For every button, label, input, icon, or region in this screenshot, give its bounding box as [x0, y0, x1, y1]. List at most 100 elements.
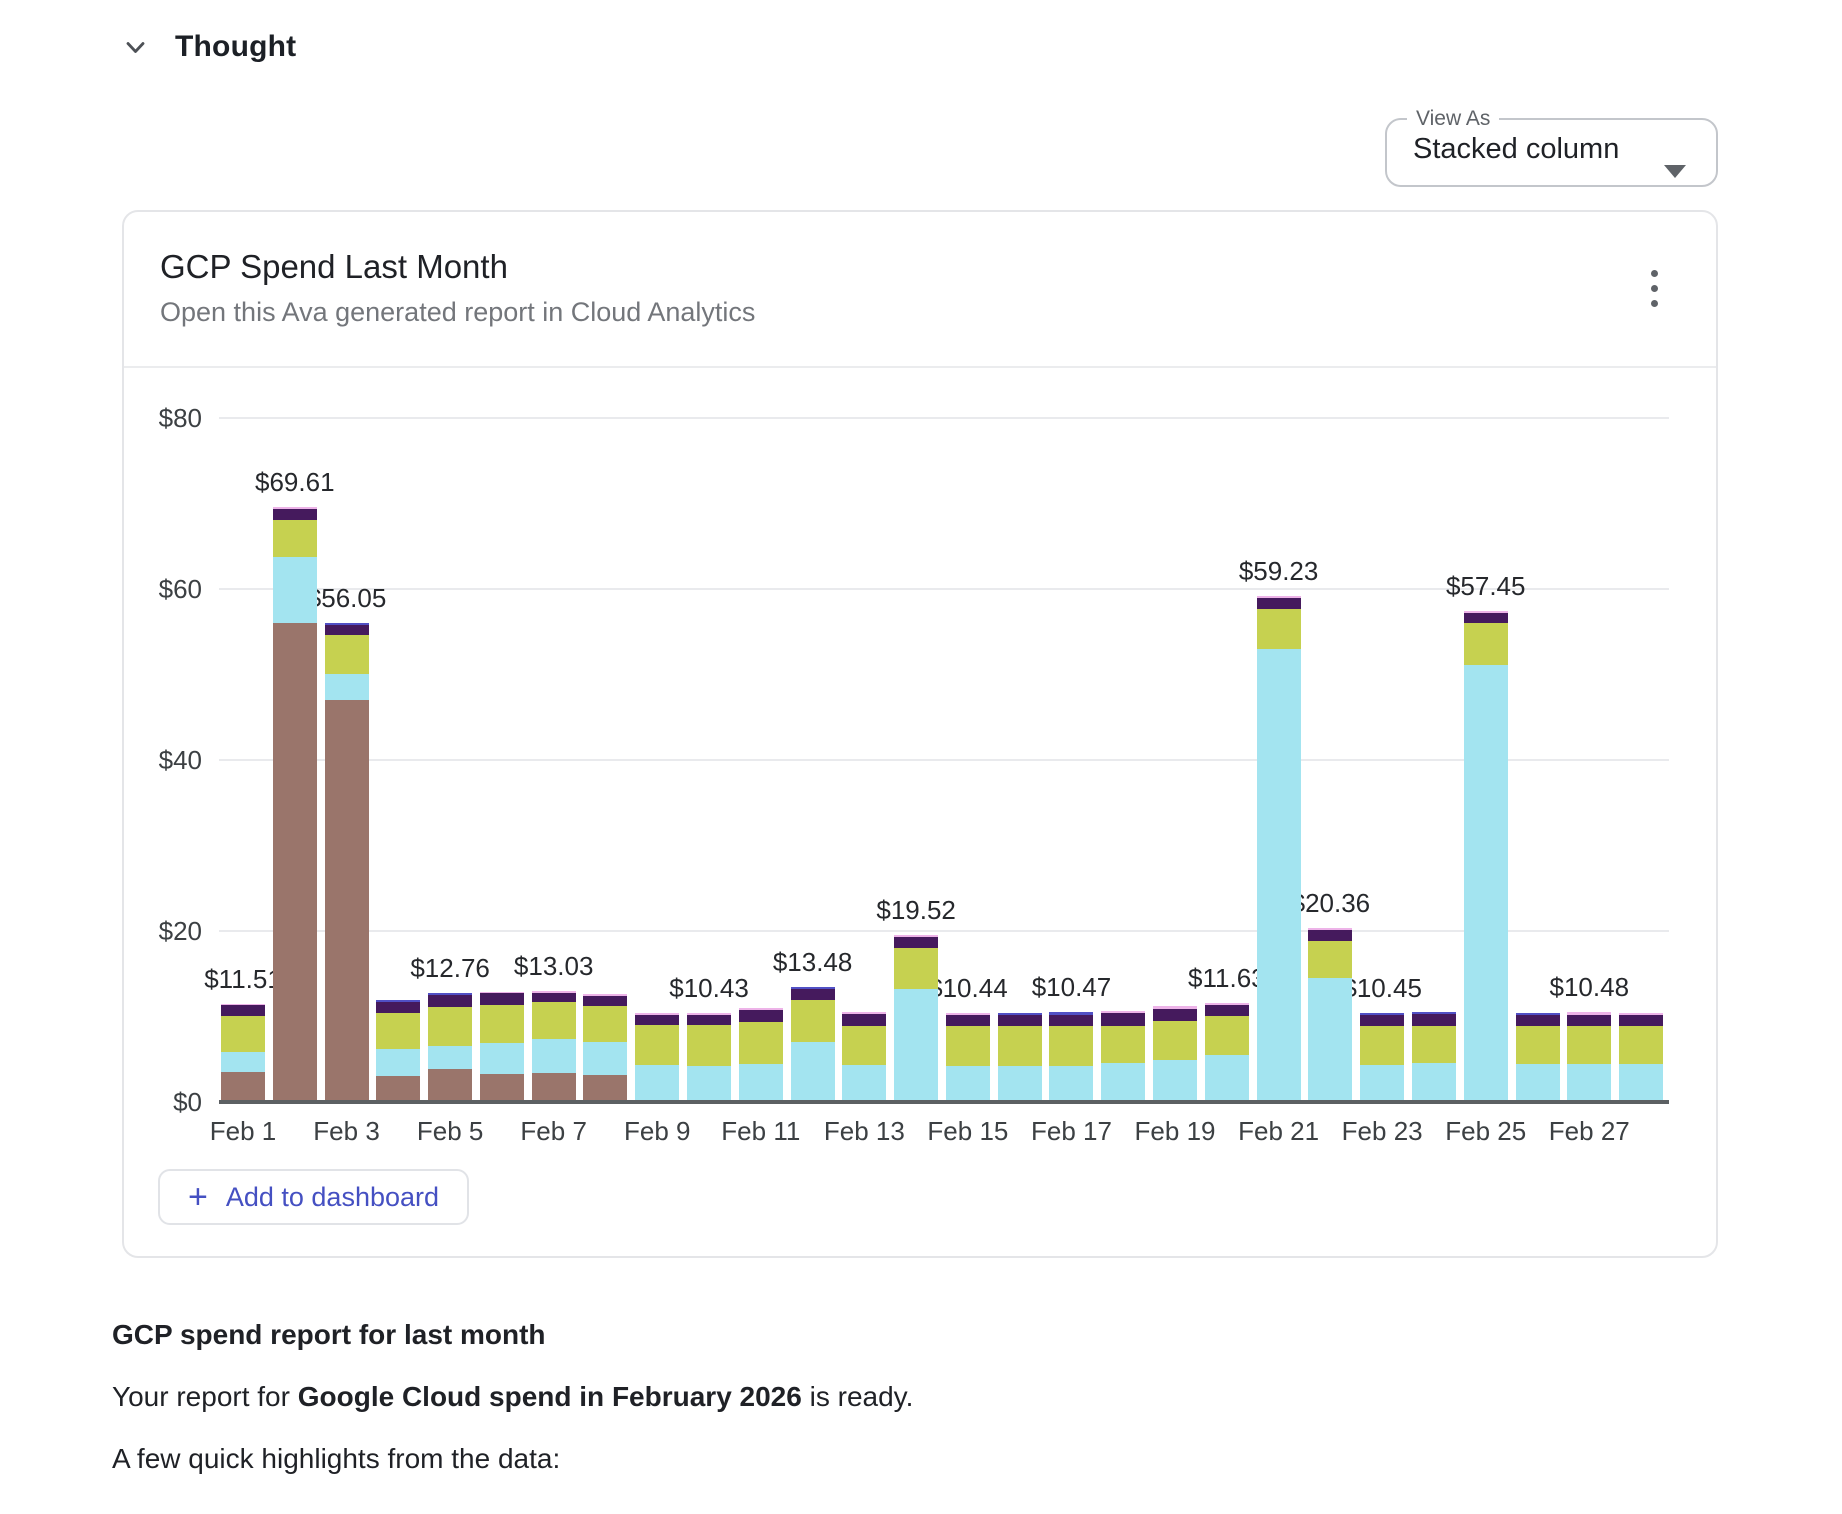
bar-value-label: $10.43 — [669, 972, 749, 1003]
bar-segment-olive — [479, 1004, 524, 1043]
bar-feb-14[interactable] — [894, 935, 939, 1102]
bar-segment-olive — [376, 1013, 421, 1049]
bar-segment-olive — [1619, 1025, 1664, 1065]
bar-segment-pink — [842, 1012, 887, 1014]
bar-segment-dark-purple — [531, 992, 576, 1002]
x-axis-label: Feb 15 — [927, 1116, 1009, 1146]
bar-segment-dark-purple — [1463, 612, 1508, 624]
bar-feb-8[interactable] — [583, 994, 628, 1102]
bar-segment-cyan — [738, 1063, 783, 1102]
bar-feb-27[interactable] — [1567, 1012, 1612, 1102]
bar-segment-dark-purple — [790, 989, 835, 1001]
bar-segment-cyan — [1153, 1060, 1198, 1102]
bar-segment-dark-purple — [376, 1001, 421, 1014]
x-axis-label: Feb 23 — [1341, 1116, 1423, 1146]
bar-feb-3[interactable] — [324, 622, 369, 1102]
bar-segment-pink — [894, 935, 939, 937]
add-to-dashboard-button[interactable]: + Add to dashboard — [158, 1169, 470, 1225]
bar-feb-19[interactable] — [1153, 1006, 1198, 1102]
bar-segment-dark-purple — [479, 993, 524, 1005]
bar-segment-dark-purple — [272, 508, 317, 520]
x-axis-label: Feb 7 — [520, 1116, 587, 1146]
bar-feb-26[interactable] — [1515, 1013, 1560, 1102]
bar-segment-pink — [1308, 927, 1353, 931]
bar-segment-cyan — [1256, 648, 1301, 1102]
bar-feb-2[interactable] — [272, 506, 317, 1102]
dropdown-arrow-icon — [1664, 165, 1686, 178]
bar-segment-brown — [583, 1074, 628, 1102]
bar-segment-pink — [687, 1012, 732, 1015]
bar-feb-1[interactable] — [221, 1003, 265, 1102]
bar-segment-cyan — [1463, 665, 1508, 1102]
bar-segment-olive — [945, 1025, 990, 1067]
view-as-select[interactable]: View As Stacked column — [1385, 107, 1718, 187]
bar-feb-6[interactable] — [479, 991, 524, 1102]
bar-segment-dark-purple — [1411, 1013, 1456, 1026]
chevron-down-icon — [122, 34, 149, 61]
bar-segment-dark-purple — [583, 995, 628, 1007]
bar-feb-24[interactable] — [1411, 1012, 1456, 1102]
bar-segment-dark-purple — [1619, 1014, 1664, 1026]
x-axis-label: Feb 11 — [721, 1116, 801, 1146]
bar-segment-pink — [635, 1013, 680, 1015]
bar-segment-dark-purple — [1153, 1008, 1198, 1021]
bar-feb-15[interactable] — [945, 1012, 990, 1102]
bar-feb-22[interactable] — [1308, 927, 1353, 1102]
x-axis-label: Feb 25 — [1445, 1116, 1527, 1146]
bar-value-label: $56.05 — [306, 582, 387, 613]
bar-segment-dark-purple — [842, 1013, 887, 1026]
bar-feb-16[interactable] — [997, 1012, 1042, 1102]
bar-segment-dark-purple — [428, 995, 473, 1008]
bar-segment-cyan — [272, 557, 317, 624]
bar-segment-cyan — [687, 1066, 732, 1102]
thought-section-toggle[interactable]: Thought — [122, 30, 296, 64]
bar-segment-cyan — [842, 1065, 887, 1102]
bar-segment-brown — [479, 1073, 524, 1102]
bar-value-label: $12.76 — [410, 952, 490, 983]
x-axis-line — [219, 1100, 1669, 1104]
bar-feb-25[interactable] — [1463, 610, 1508, 1102]
bar-segment-dark-purple — [894, 936, 939, 949]
bar-feb-18[interactable] — [1101, 1010, 1146, 1102]
bar-segment-brown — [428, 1069, 473, 1102]
bar-value-label: $11.51 — [204, 963, 282, 994]
kebab-menu-button[interactable] — [1645, 264, 1664, 313]
bar-segment-brown — [531, 1072, 576, 1102]
x-axis-label: Feb 17 — [1030, 1116, 1112, 1146]
bar-segment-olive — [1204, 1015, 1249, 1055]
bar-segment-indigo — [1411, 1012, 1456, 1014]
view-as-label: View As — [1416, 107, 1491, 130]
bar-feb-28[interactable] — [1619, 1012, 1664, 1102]
bar-segment-dark-purple — [1360, 1014, 1405, 1026]
bar-value-label: $10.44 — [928, 972, 1008, 1003]
bar-segment-pink — [1567, 1012, 1612, 1015]
bar-feb-13[interactable] — [842, 1012, 887, 1102]
bar-segment-cyan — [1515, 1063, 1560, 1102]
bar-feb-7[interactable] — [531, 990, 576, 1102]
bar-segment-dark-purple — [1101, 1013, 1146, 1026]
bar-segment-olive — [583, 1006, 628, 1043]
bar-segment-dark-purple — [997, 1014, 1042, 1026]
bar-value-label: $10.47 — [1031, 972, 1112, 1003]
bar-segment-cyan — [894, 989, 939, 1102]
bar-feb-20[interactable] — [1204, 1002, 1249, 1102]
bar-feb-4[interactable] — [376, 1000, 421, 1102]
bar-value-label: $69.61 — [255, 466, 335, 497]
bar-segment-brown — [272, 623, 317, 1102]
bar-value-label: $13.03 — [513, 950, 594, 981]
bar-feb-10[interactable] — [687, 1012, 732, 1102]
bar-feb-11[interactable] — [738, 1007, 783, 1102]
bar-segment-dark-purple — [1515, 1014, 1560, 1026]
bar-segment-cyan — [428, 1045, 473, 1070]
bar-feb-5[interactable] — [428, 992, 473, 1102]
bar-segment-dark-purple — [635, 1014, 680, 1026]
y-axis-label: $60 — [158, 574, 202, 604]
bar-segment-olive — [687, 1025, 732, 1067]
bar-feb-9[interactable] — [635, 1013, 680, 1102]
bar-feb-12[interactable] — [790, 986, 835, 1102]
bar-feb-23[interactable] — [1360, 1012, 1405, 1102]
bar-feb-17[interactable] — [1049, 1012, 1094, 1102]
bar-feb-21[interactable] — [1256, 595, 1301, 1102]
bar-segment-olive — [1463, 623, 1508, 666]
bar-segment-cyan — [1101, 1063, 1146, 1102]
